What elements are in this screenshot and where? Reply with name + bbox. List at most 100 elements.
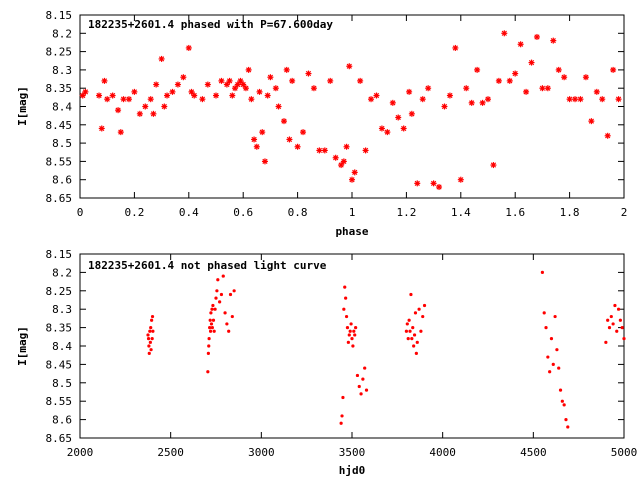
data-point [146, 333, 150, 337]
x-tick-label: 2000 [67, 446, 94, 459]
data-point [473, 66, 481, 74]
data-point [546, 355, 550, 359]
y-tick-label: 8.3 [52, 303, 72, 316]
data-point [148, 329, 152, 333]
y-tick-label: 8.65 [46, 432, 73, 445]
data-point [146, 337, 151, 341]
data-point [351, 168, 359, 176]
data-point [274, 102, 283, 111]
data-point [562, 403, 566, 407]
data-point [208, 318, 212, 322]
data-point [147, 344, 151, 348]
data-point [209, 322, 214, 326]
data-point [522, 88, 530, 96]
data-point [234, 80, 242, 89]
x-tick-label: 4000 [429, 446, 456, 459]
data-point [421, 314, 425, 319]
data-point [564, 418, 568, 422]
data-point [435, 183, 443, 191]
x-axis-title: hjd0 [339, 464, 366, 477]
data-point [348, 176, 356, 184]
data-point [346, 340, 350, 344]
data-point [511, 69, 519, 78]
y-tick-label: 8.6 [52, 414, 72, 427]
data-point [206, 370, 210, 374]
x-tick-label: 0.8 [288, 206, 308, 219]
data-point [219, 292, 224, 297]
data-point [150, 337, 154, 341]
data-point [378, 124, 386, 133]
data-point [506, 77, 514, 85]
data-point [95, 91, 103, 100]
data-point [315, 146, 323, 155]
data-point [163, 91, 171, 100]
data-point [544, 326, 548, 330]
data-point [367, 95, 375, 103]
data-point [354, 326, 358, 330]
data-point [81, 88, 90, 96]
data-point [214, 296, 218, 300]
data-point [372, 91, 381, 100]
data-point [555, 66, 563, 74]
y-tick-label: 8.55 [46, 155, 73, 168]
data-point [542, 311, 546, 315]
data-point [415, 340, 419, 344]
data-point [347, 333, 351, 337]
data-point [247, 95, 255, 103]
y-tick-label: 8.25 [46, 46, 73, 59]
data-point [424, 84, 432, 92]
data-point [394, 113, 402, 122]
data-point [451, 44, 459, 52]
data-point [462, 84, 470, 92]
data-point [609, 66, 617, 74]
data-point [560, 73, 568, 81]
y-tick-label: 8.3 [52, 64, 72, 77]
data-point [147, 351, 151, 355]
y-tick-label: 8.55 [46, 395, 73, 408]
data-point [404, 329, 408, 333]
data-point [587, 117, 595, 125]
data-point [225, 322, 229, 326]
data-point [103, 95, 111, 103]
axis-ticks: 8.158.28.258.38.358.48.458.58.558.68.652… [46, 248, 638, 459]
x-tick-label: 3500 [339, 446, 366, 459]
data-point [609, 314, 613, 319]
data-point [218, 300, 222, 304]
data-points [146, 270, 626, 429]
data-point [406, 337, 410, 341]
data-point [226, 77, 234, 85]
data-point [230, 314, 234, 319]
data-point [258, 128, 266, 136]
data-point [356, 77, 364, 85]
y-tick-label: 8.15 [46, 9, 73, 22]
data-point [117, 128, 125, 136]
data-point [622, 337, 626, 341]
data-point [255, 88, 264, 96]
data-point [495, 77, 503, 85]
x-tick-label: 0.4 [179, 206, 199, 219]
data-point [357, 384, 361, 389]
data-point [389, 99, 397, 107]
data-point [560, 399, 564, 403]
data-point [151, 329, 155, 333]
data-point [210, 307, 214, 311]
data-point [264, 91, 272, 100]
data-point [211, 303, 215, 308]
y-tick-label: 8.2 [52, 27, 72, 40]
data-point [405, 322, 409, 326]
data-point [604, 340, 608, 344]
data-point [620, 326, 624, 330]
data-point [440, 102, 449, 111]
data-point [147, 95, 155, 103]
data-point [407, 318, 411, 322]
data-point [242, 84, 250, 92]
data-point [345, 62, 353, 70]
y-tick-label: 8.4 [52, 340, 72, 353]
data-point [223, 311, 227, 315]
data-point [614, 95, 623, 103]
data-point [342, 143, 351, 151]
data-point [232, 289, 236, 293]
data-point [540, 270, 545, 274]
data-point [344, 314, 349, 319]
x-tick-label: 1.8 [560, 206, 580, 219]
